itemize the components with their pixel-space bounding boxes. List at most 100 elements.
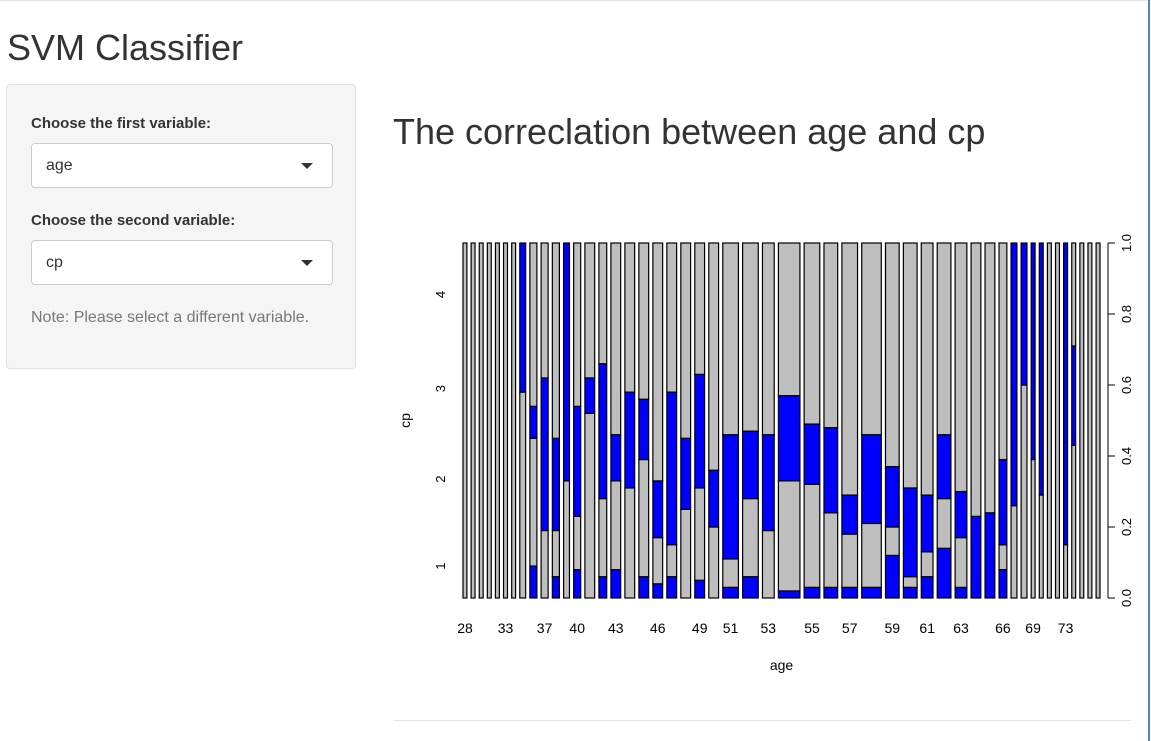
window-right-border xyxy=(1148,0,1150,741)
spine-segment xyxy=(777,480,801,592)
x-axis-label: age xyxy=(770,657,794,673)
spine-segment xyxy=(610,242,622,436)
spine-segment xyxy=(1030,242,1036,461)
spine-segment xyxy=(742,498,759,578)
spine-segment xyxy=(841,242,859,496)
spine-segment xyxy=(1087,242,1093,599)
spine-segment xyxy=(841,586,859,599)
first-variable-select[interactable]: age xyxy=(31,143,333,188)
spine-segment xyxy=(529,242,538,407)
spine-segment xyxy=(998,242,1008,461)
spine-segment xyxy=(652,537,664,585)
spine-segment xyxy=(954,586,968,599)
chevron-down-icon xyxy=(301,163,313,169)
spine-segment xyxy=(562,480,571,599)
spine-segment xyxy=(1038,494,1044,599)
spine-segment xyxy=(652,242,664,482)
spine-segment xyxy=(694,242,706,375)
spine-segment xyxy=(742,430,759,500)
spine-segment xyxy=(902,576,918,588)
spine-segment xyxy=(540,529,549,599)
spine-segment xyxy=(920,242,934,496)
spine-segment xyxy=(1063,544,1069,599)
spine-segment xyxy=(823,586,839,599)
top-border xyxy=(0,0,1151,1)
spine-segment xyxy=(1038,242,1044,496)
x-tick-label: 46 xyxy=(650,620,666,636)
spine-segment xyxy=(884,466,900,528)
y-left-tick-label: 1 xyxy=(433,562,448,569)
spine-segment xyxy=(884,242,900,468)
spine-segment xyxy=(902,586,918,599)
spine-segment xyxy=(823,427,839,514)
spine-segment xyxy=(861,522,882,588)
spine-segment xyxy=(1071,444,1077,599)
spine-segment xyxy=(823,242,839,429)
spine-segment xyxy=(998,458,1008,546)
spine-segment xyxy=(551,529,560,578)
spine-segment xyxy=(902,242,918,489)
spine-segment xyxy=(680,508,692,599)
spine-segment xyxy=(954,537,968,588)
help-note: Note: Please select a different variable… xyxy=(31,309,310,326)
second-variable-select[interactable]: cp xyxy=(31,240,333,285)
spine-segment xyxy=(573,242,582,407)
spine-segment xyxy=(1020,384,1028,599)
spine-segment xyxy=(761,529,775,599)
spine-segment xyxy=(823,512,839,588)
spine-segment xyxy=(519,242,527,393)
x-tick-label: 57 xyxy=(842,620,858,636)
x-tick-label: 66 xyxy=(995,620,1011,636)
spine-segment xyxy=(638,242,650,400)
spine-segment xyxy=(551,576,560,599)
x-tick-label: 33 xyxy=(498,620,514,636)
y-right-tick-label: 0.8 xyxy=(1119,305,1134,323)
spine-segment xyxy=(884,554,900,599)
spine-segment xyxy=(708,469,720,528)
spine-segment xyxy=(598,576,608,599)
spine-segment xyxy=(777,242,801,397)
spine-segment xyxy=(722,434,740,560)
spine-segment xyxy=(777,590,801,599)
x-tick-label: 43 xyxy=(608,620,624,636)
x-tick-label: 55 xyxy=(804,620,820,636)
spine-segment xyxy=(519,391,527,599)
second-variable-label: Choose the second variable: xyxy=(31,212,236,229)
spine-segment xyxy=(598,363,608,500)
first-variable-value: age xyxy=(46,157,73,174)
spine-segment xyxy=(936,547,952,599)
spine-segment xyxy=(529,565,538,599)
spine-segment xyxy=(1010,505,1018,599)
spine-segment xyxy=(761,242,775,436)
x-tick-label: 63 xyxy=(953,620,969,636)
x-tick-label: 69 xyxy=(1025,620,1041,636)
x-tick-label: 61 xyxy=(919,620,935,636)
spine-segment xyxy=(610,480,622,571)
spine-segment xyxy=(638,576,650,599)
spine-segment xyxy=(694,487,706,581)
spine-segment xyxy=(722,242,740,436)
spine-segment xyxy=(494,242,500,599)
y-left-tick-label: 4 xyxy=(433,291,448,298)
spine-segment xyxy=(803,423,821,486)
sidebar-panel: Choose the first variable: age Choose th… xyxy=(6,84,356,369)
spine-segment xyxy=(1095,242,1101,599)
spine-segment xyxy=(936,498,952,549)
spine-segment xyxy=(920,576,934,599)
spine-segment xyxy=(666,576,678,599)
spine-segment xyxy=(861,586,882,599)
spine-segment xyxy=(478,242,484,599)
y-right-tick-label: 1.0 xyxy=(1119,234,1134,252)
spine-segment xyxy=(610,569,622,599)
spine-segment xyxy=(841,494,859,535)
spine-segment xyxy=(529,405,538,439)
spine-segment xyxy=(573,515,582,571)
spine-segment xyxy=(551,437,560,532)
spine-segment xyxy=(624,487,636,599)
spine-segment xyxy=(529,437,538,567)
spine-segment xyxy=(666,544,678,578)
spine-segment xyxy=(998,544,1008,571)
y-axis-label: cp xyxy=(397,413,413,428)
spine-segment xyxy=(540,242,549,379)
spine-segment xyxy=(803,242,821,425)
